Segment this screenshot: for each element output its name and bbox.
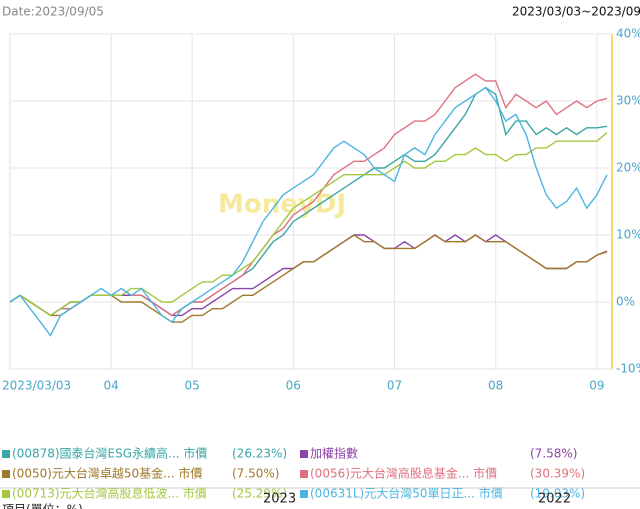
legend-label: (0050)元大台灣卓越50基金... 市價 bbox=[12, 466, 202, 481]
legend-swatch bbox=[2, 450, 10, 458]
legend-label: (00713)元大台灣高股息低波... 市價 bbox=[12, 486, 207, 501]
y-tick-label: 20% bbox=[616, 161, 640, 175]
range-label: 2023/03/03~2023/09/0 bbox=[512, 5, 640, 19]
legend-label: (00631L)元大台灣50單日正... 市價 bbox=[310, 486, 503, 501]
legend-swatch bbox=[2, 490, 10, 498]
x-tick-label: 07 bbox=[387, 379, 402, 393]
series-line bbox=[9, 86, 608, 337]
legend-label: 加權指數 bbox=[310, 446, 358, 461]
table-year: 2022 bbox=[538, 492, 571, 507]
x-tick-label: 09 bbox=[589, 379, 604, 393]
legend-value: (7.50%) bbox=[232, 467, 279, 481]
y-tick-label: 10% bbox=[616, 228, 640, 242]
series-line bbox=[9, 132, 608, 317]
x-tick-label: 05 bbox=[184, 379, 199, 393]
legend-label: (00878)國泰台灣ESG永續高... 市價 bbox=[12, 446, 207, 461]
x-tick-label: 08 bbox=[488, 379, 503, 393]
legend-value: (26.23%) bbox=[232, 447, 287, 461]
x-tick-label: 06 bbox=[286, 379, 301, 393]
legend-swatch bbox=[2, 470, 10, 478]
x-tick-label: 2023/03/03 bbox=[2, 379, 71, 393]
y-tick-label: -10% bbox=[616, 362, 640, 376]
y-tick-label: 30% bbox=[616, 94, 640, 108]
watermark: MoneyDJ bbox=[218, 190, 346, 220]
legend-label: (0056)元大台灣高股息基金... 市價 bbox=[310, 466, 497, 481]
legend-swatch bbox=[300, 450, 308, 458]
legend-swatch bbox=[300, 470, 308, 478]
legend-value: (19.03%) bbox=[530, 487, 585, 501]
y-tick-label: 0% bbox=[616, 295, 635, 309]
y-tick-label: 40% bbox=[616, 27, 640, 41]
legend-value: (30.39%) bbox=[530, 467, 585, 481]
table-label: 項目(單位：%) bbox=[2, 502, 83, 509]
date-label: Date:2023/09/05 bbox=[2, 5, 104, 19]
legend-value: (25.29%) bbox=[232, 487, 287, 501]
legend-value: (7.58%) bbox=[530, 447, 577, 461]
legend-swatch bbox=[300, 490, 308, 498]
table-year: 2023 bbox=[263, 492, 296, 507]
x-tick-label: 04 bbox=[104, 379, 119, 393]
